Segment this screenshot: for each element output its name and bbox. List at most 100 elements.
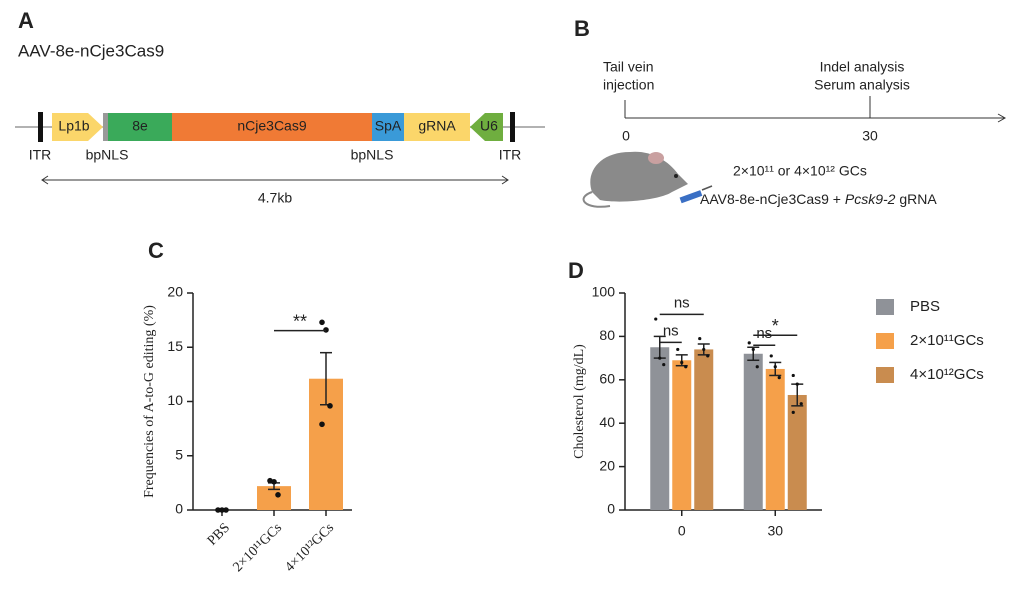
bar	[787, 394, 807, 510]
segment-spa	[372, 113, 404, 141]
data-point	[223, 507, 229, 513]
arrow-head	[997, 113, 1007, 123]
y-tick-label: 80	[599, 327, 615, 343]
nls	[103, 113, 108, 141]
segment-label: nCje3Cas9	[237, 118, 306, 134]
legend-swatch	[876, 299, 894, 315]
construct-title: AAV-8e-nCje3Cas9	[18, 41, 164, 60]
y-tick-label: 15	[167, 338, 183, 354]
element-label: bpNLS	[351, 147, 394, 163]
x-tick-label: 0	[678, 523, 686, 539]
u6-arrow	[470, 113, 503, 141]
legend-swatch	[876, 333, 894, 349]
data-point	[323, 327, 329, 333]
data-point	[654, 317, 658, 321]
dose-label: 2×10¹¹ or 4×10¹² GCs	[733, 163, 867, 179]
y-tick-label: 0	[175, 501, 183, 517]
legend-label: 2×10¹¹GCs	[910, 332, 984, 349]
data-point	[773, 365, 777, 369]
length-label: 4.7kb	[258, 190, 292, 206]
data-point	[706, 354, 710, 358]
element-label: bpNLS	[86, 147, 129, 163]
legend-label: 4×10¹²GCs	[910, 366, 984, 383]
bar	[694, 349, 714, 510]
x-tick-label: 2×10¹¹GCs	[231, 520, 286, 575]
significance-label: ns	[663, 322, 679, 339]
itr	[38, 112, 43, 142]
segment-label: Lp1b	[58, 118, 89, 134]
segment-label: SpA	[375, 118, 402, 134]
vector-label: AAV8-8e-nCje3Cas9 + Pcsk9-2 gRNA	[700, 191, 937, 207]
panel-letter: C	[148, 238, 164, 263]
segment-grna	[404, 113, 470, 141]
element-label: ITR	[29, 147, 52, 163]
bar	[650, 347, 670, 510]
timeline-label: Serum analysis	[814, 77, 910, 93]
panel-letter: B	[574, 16, 590, 41]
data-point	[676, 347, 680, 352]
data-point	[755, 365, 759, 369]
data-point	[769, 354, 773, 358]
data-point	[795, 382, 799, 386]
y-tick-label: 5	[175, 446, 183, 462]
data-point	[319, 421, 325, 428]
arrow-head	[501, 175, 509, 185]
segment-cas9	[172, 113, 372, 141]
data-point	[662, 363, 666, 367]
panel-letter: D	[568, 258, 584, 283]
data-point	[275, 492, 281, 498]
significance-label: ns	[674, 294, 690, 311]
timeline-tick-label: 30	[862, 128, 878, 144]
vector-part: Pcsk9-2	[845, 191, 896, 207]
significance-label: ns	[756, 325, 772, 342]
element-label: ITR	[499, 147, 522, 163]
bar	[743, 353, 763, 510]
arrow-head	[41, 175, 49, 185]
legend-swatch	[876, 367, 894, 383]
data-point	[698, 336, 702, 341]
timeline-label: injection	[603, 77, 654, 93]
significance-label: **	[293, 311, 307, 331]
y-axis-label: Frequencies of A-to-G editing (%)	[142, 305, 157, 498]
segment-label: 8e	[132, 118, 148, 134]
timeline-tick-label: 0	[622, 128, 630, 144]
data-point	[658, 356, 662, 360]
x-tick-label: PBS	[205, 520, 233, 548]
y-tick-label: 60	[599, 371, 615, 387]
lp1b-arrow	[52, 113, 103, 141]
vector-part: gRNA	[895, 191, 937, 207]
x-tick-label: 30	[767, 523, 783, 539]
panel-letter: A	[18, 8, 34, 33]
data-point	[327, 403, 333, 409]
data-point	[684, 365, 688, 369]
y-tick-label: 20	[167, 284, 183, 300]
significance-label: *	[772, 316, 779, 336]
data-point	[271, 478, 277, 485]
data-point	[747, 341, 751, 345]
y-tick-label: 20	[599, 457, 615, 473]
bar	[672, 360, 692, 510]
y-tick-label: 10	[167, 392, 183, 408]
legend-label: PBS	[910, 298, 940, 315]
y-tick-label: 40	[599, 414, 615, 430]
data-point	[791, 373, 795, 378]
bar	[257, 486, 291, 510]
y-tick-label: 100	[592, 284, 616, 300]
x-tick-label: 4×10¹²GCs	[283, 520, 338, 575]
segment-label: U6	[480, 118, 498, 134]
bar	[765, 368, 785, 510]
data-point	[751, 347, 755, 352]
vector-part: AAV8-8e-nCje3Cas9 +	[700, 191, 845, 207]
data-point	[219, 507, 225, 513]
segment-label: gRNA	[418, 118, 456, 134]
segment-8e	[108, 113, 172, 141]
data-point	[777, 376, 781, 380]
data-point	[319, 319, 325, 326]
y-tick-label: 0	[607, 501, 615, 517]
data-point	[791, 410, 795, 414]
data-point	[680, 360, 684, 365]
y-axis-label: Cholesterol (mg/dL)	[572, 344, 587, 459]
data-point	[215, 507, 221, 513]
itr	[510, 112, 515, 142]
